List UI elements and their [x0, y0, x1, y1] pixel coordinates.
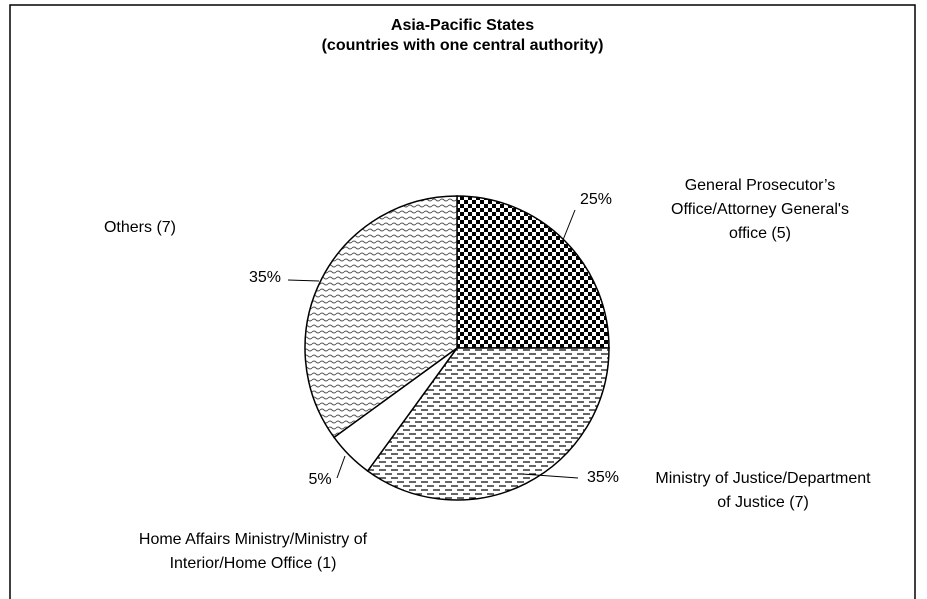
chart-title: Asia-Pacific States [390, 17, 535, 34]
pie-slice [304, 195, 458, 439]
chart-subtitle: (countries with one central authority) [321, 37, 604, 54]
leader-line [521, 473, 579, 479]
data-label: 35% [249, 269, 281, 286]
leader-line [562, 209, 576, 241]
data-label: 35% [587, 469, 619, 486]
pie-slice [366, 347, 610, 501]
category-label: Ministry of Justice/Department of Justic… [655, 470, 871, 511]
data-label: 25% [580, 191, 612, 208]
data-label: 5% [308, 471, 331, 488]
leader-line [336, 455, 346, 479]
category-label: Home Affairs Ministry/Ministry of Interi… [138, 531, 368, 572]
category-label: Others (7) [103, 219, 176, 236]
pie-slice [456, 195, 610, 349]
category-label: General Prosecutor’s Office/Attorney Gen… [671, 177, 849, 242]
frame [9, 4, 916, 599]
leader-line [287, 279, 320, 282]
